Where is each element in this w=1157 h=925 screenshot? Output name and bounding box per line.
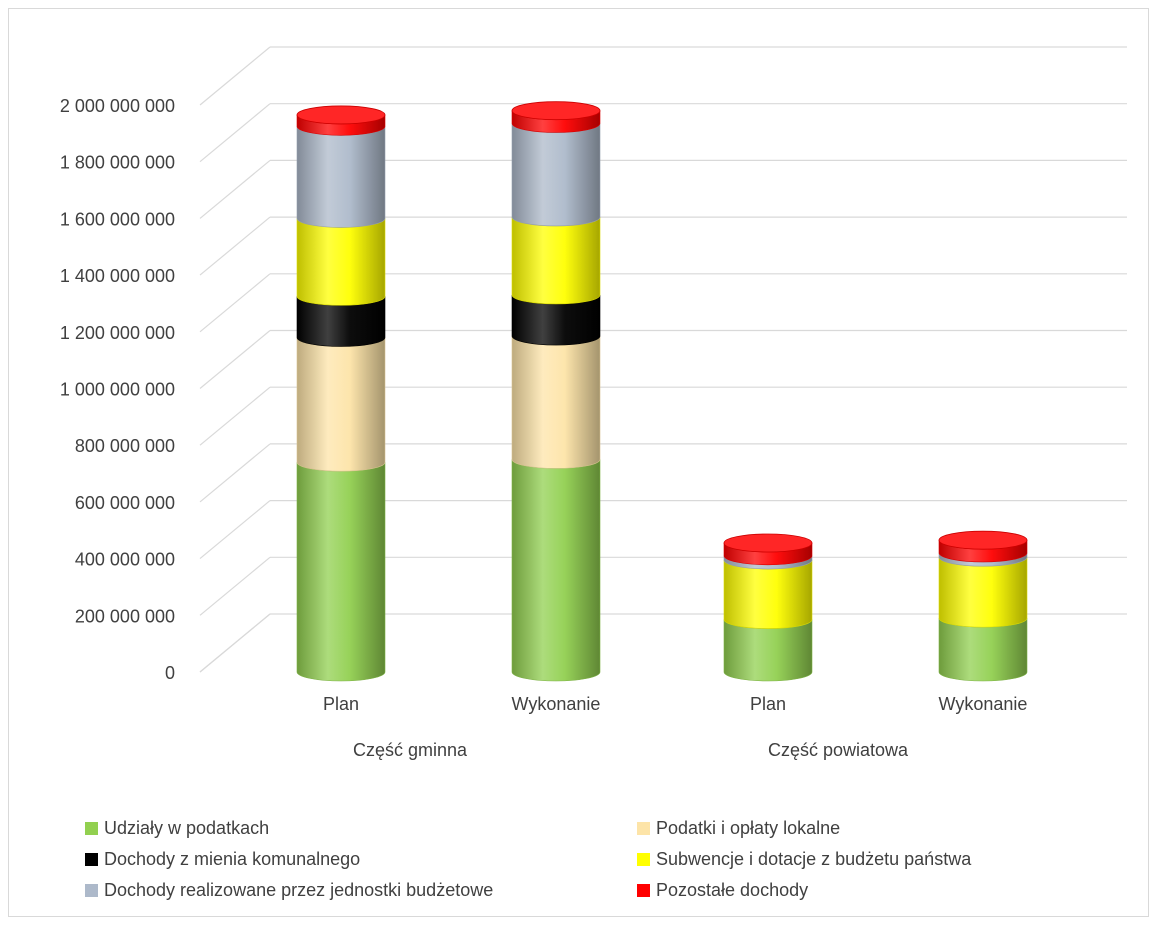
bar-segment xyxy=(938,618,1028,682)
bars xyxy=(296,101,1028,682)
y-tick-label: 1 200 000 000 xyxy=(60,323,175,343)
gridline-depth xyxy=(199,46,271,106)
bar-top-cap xyxy=(723,533,813,553)
legend-swatch xyxy=(637,884,650,897)
legend-label: Dochody realizowane przez jednostki budż… xyxy=(104,880,494,900)
bar-segment xyxy=(511,335,601,469)
y-tick-label: 200 000 000 xyxy=(75,606,175,626)
y-tick-label: 2 000 000 000 xyxy=(60,96,175,116)
category-label: Plan xyxy=(323,694,359,714)
bar-segment xyxy=(296,462,386,682)
group-label: Część powiatowa xyxy=(768,740,909,760)
bar-stack xyxy=(296,105,386,682)
y-tick-label: 1 800 000 000 xyxy=(60,153,175,173)
y-tick-label: 800 000 000 xyxy=(75,436,175,456)
legend-label: Dochody z mienia komunalnego xyxy=(104,849,361,869)
legend-item: Dochody realizowane przez jednostki budż… xyxy=(85,880,493,901)
category-label: Wykonanie xyxy=(512,694,601,714)
category-label: Plan xyxy=(750,694,786,714)
floor-edge xyxy=(199,613,271,673)
gridline-depth xyxy=(199,443,271,503)
bar-segment xyxy=(511,216,601,305)
y-tick-label: 1 000 000 000 xyxy=(60,380,175,400)
legend-item: Podatki i opłaty lokalne xyxy=(637,818,840,839)
y-tick-label: 400 000 000 xyxy=(75,550,175,570)
legend-item: Udziały w podatkach xyxy=(85,818,269,839)
y-tick-label: 600 000 000 xyxy=(75,493,175,513)
legend-swatch xyxy=(85,822,98,835)
bar-segment xyxy=(296,126,386,228)
gridline-depth xyxy=(199,216,271,276)
bar-segment xyxy=(296,218,386,306)
bar-stack xyxy=(938,530,1028,682)
y-tick-label: 1 600 000 000 xyxy=(60,209,175,229)
bar-segment xyxy=(511,459,601,682)
legend-swatch xyxy=(85,884,98,897)
legend-item: Dochody z mienia komunalnego xyxy=(85,849,360,870)
y-tick-label: 1 400 000 000 xyxy=(60,266,175,286)
bar-top-cap xyxy=(296,105,386,125)
x-axis-labels: Plan Wykonanie Plan Wykonanie Część gminna Cz… xyxy=(323,694,1027,760)
bar-segment xyxy=(511,123,601,227)
legend-swatch xyxy=(637,853,650,866)
y-tick-label: 0 xyxy=(165,663,175,683)
gridline-depth xyxy=(199,330,271,389)
gridline-depth xyxy=(199,273,271,333)
y-axis-labels: 0 200 000 000 400 000 000 600 000 000 800 00… xyxy=(60,96,175,683)
bar-stack xyxy=(511,101,601,682)
gridline-depth xyxy=(199,159,271,219)
gridline-depth xyxy=(199,386,271,446)
gridline-depth xyxy=(199,500,271,560)
gridline-depth xyxy=(199,103,271,163)
group-label: Część gminna xyxy=(353,740,468,760)
chart-frame xyxy=(8,8,1149,917)
bar-top-cap xyxy=(511,101,601,121)
bar-segment xyxy=(723,559,813,629)
legend-item: Subwencje i dotacje z budżetu państwa xyxy=(637,849,971,870)
legend-swatch xyxy=(85,853,98,866)
category-label: Wykonanie xyxy=(939,694,1028,714)
bar-segment xyxy=(938,557,1028,628)
bar-top-cap xyxy=(938,530,1028,550)
legend-label: Pozostałe dochody xyxy=(656,880,809,900)
bar-stack xyxy=(723,533,813,682)
legend-item: Pozostałe dochody xyxy=(637,880,808,901)
gridline-depth xyxy=(199,556,271,616)
legend-label: Subwencje i dotacje z budżetu państwa xyxy=(656,849,972,869)
legend-label: Udziały w podatkach xyxy=(104,818,270,838)
legend-label: Podatki i opłaty lokalne xyxy=(656,818,841,838)
legend-swatch xyxy=(637,822,650,835)
bar-segment xyxy=(296,337,386,472)
